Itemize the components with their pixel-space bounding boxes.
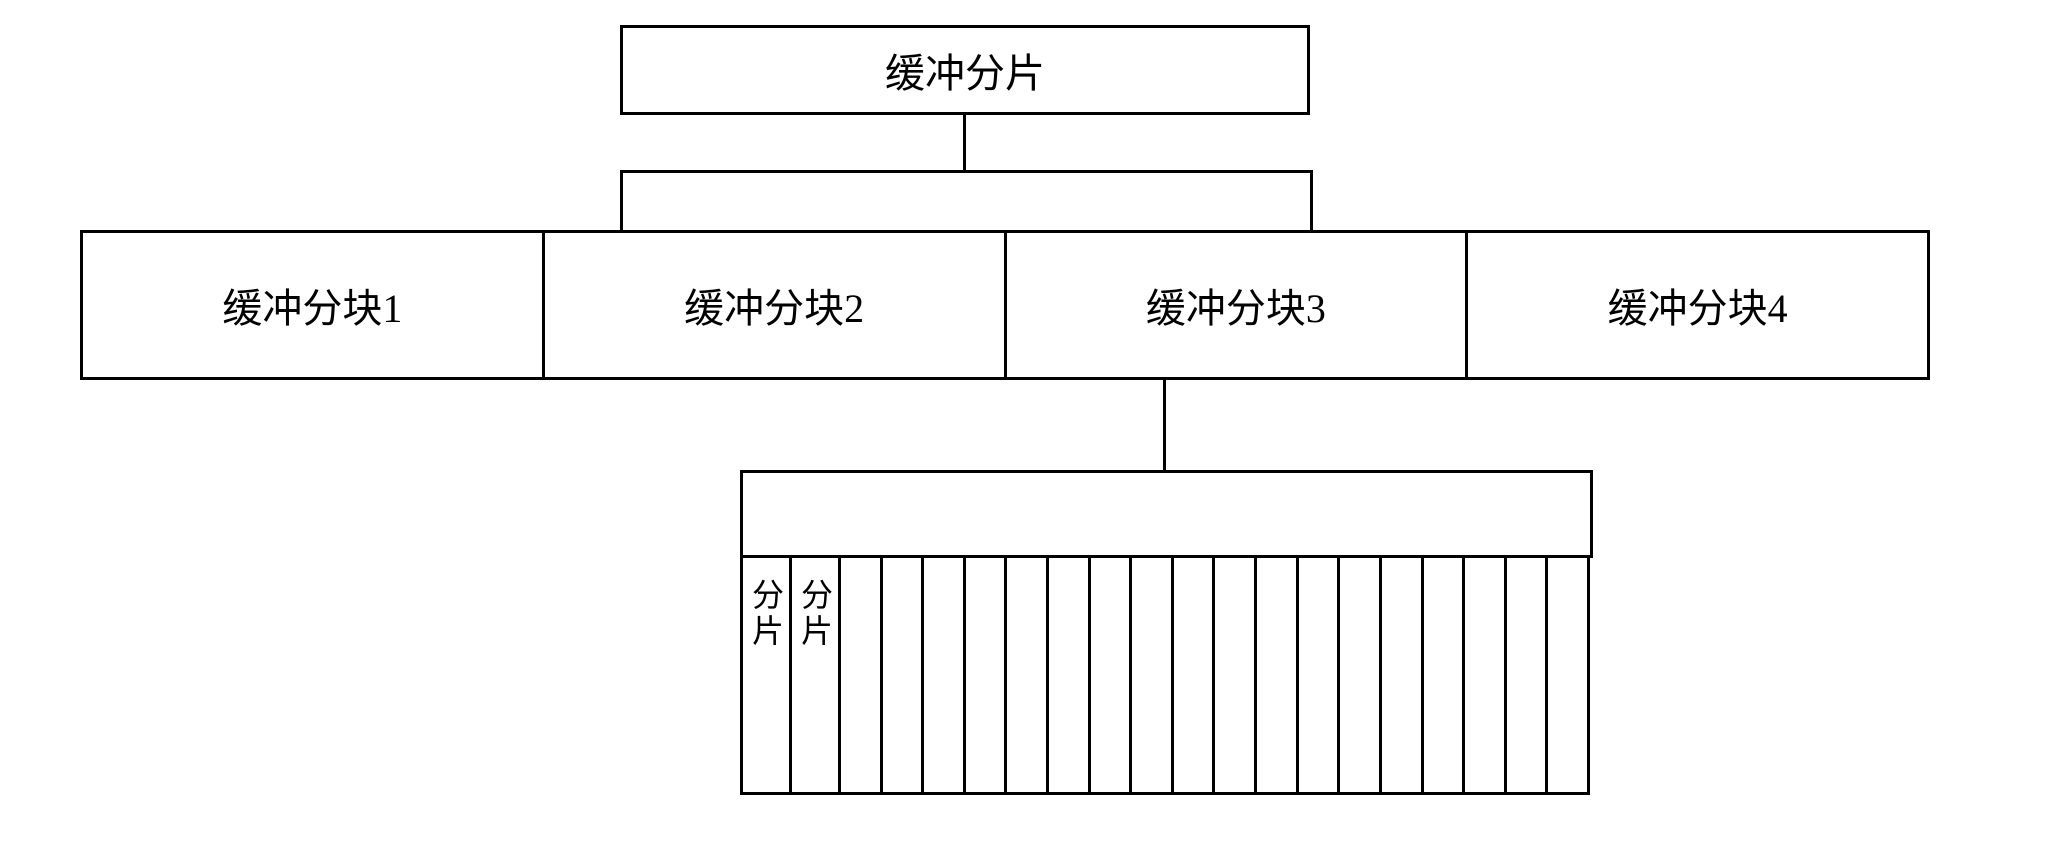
connector-block3-left-down [740,470,743,558]
slice-20 [1548,558,1587,792]
slice-7 [1007,558,1049,792]
connector-block3-horizontal [740,470,1593,473]
buffer-diagram: 缓冲分片 缓冲分块1 缓冲分块2 缓冲分块3 缓冲分块4 分片分片 [0,0,2047,849]
connector-top-right-down [1310,170,1313,233]
connector-top-left-down [620,170,623,233]
top-buffer-box: 缓冲分片 [620,25,1310,115]
buffer-block-4-label: 缓冲分块4 [1608,276,1788,334]
slice-19 [1507,558,1549,792]
slice-3 [841,558,883,792]
slice-17 [1424,558,1466,792]
buffer-blocks-row: 缓冲分块1 缓冲分块2 缓冲分块3 缓冲分块4 [80,230,1930,380]
connector-top-horizontal [620,170,1313,173]
connector-block3-vertical [1163,380,1166,473]
slice-14 [1299,558,1341,792]
slice-15 [1340,558,1382,792]
slice-9 [1091,558,1133,792]
buffer-block-3-label: 缓冲分块3 [1146,276,1326,334]
slice-16 [1382,558,1424,792]
slice-label-1: 分片 [743,578,789,650]
buffer-block-1-label: 缓冲分块1 [222,276,402,334]
slice-label-2: 分片 [792,578,838,650]
buffer-block-4: 缓冲分块4 [1465,230,1930,380]
buffer-block-1: 缓冲分块1 [80,230,545,380]
slice-12 [1215,558,1257,792]
buffer-block-2-label: 缓冲分块2 [684,276,864,334]
connector-block3-right-down [1590,470,1593,558]
slice-10 [1132,558,1174,792]
top-buffer-label: 缓冲分片 [885,41,1045,99]
buffer-block-2: 缓冲分块2 [542,230,1007,380]
slice-18 [1465,558,1507,792]
slice-6 [966,558,1008,792]
slice-1: 分片 [743,558,792,792]
slice-2: 分片 [792,558,841,792]
connector-top-vertical [963,115,966,173]
slice-13 [1257,558,1299,792]
slice-5 [924,558,966,792]
slice-8 [1049,558,1091,792]
slice-4 [883,558,925,792]
slice-11 [1174,558,1216,792]
buffer-block-3: 缓冲分块3 [1004,230,1469,380]
slices-row: 分片分片 [740,555,1590,795]
